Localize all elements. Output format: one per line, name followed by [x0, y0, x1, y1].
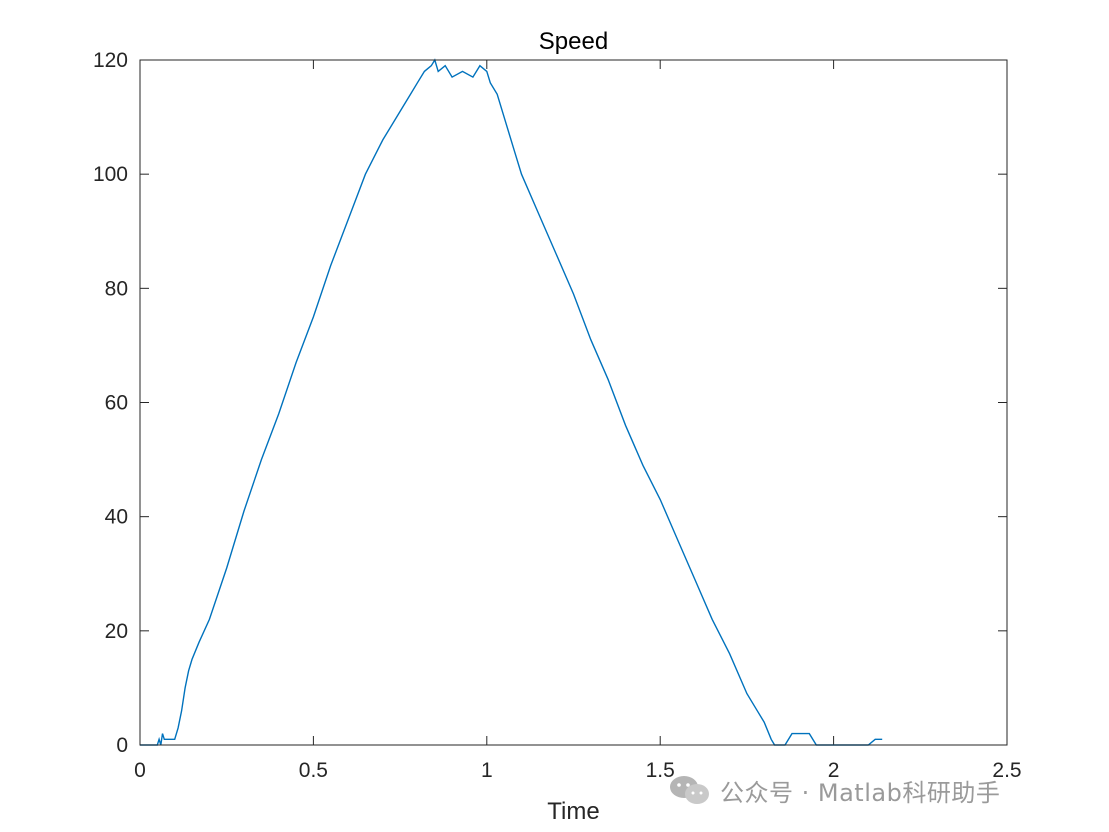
y-tick-label: 100 — [93, 163, 128, 186]
y-tick-label: 60 — [105, 392, 128, 415]
y-tick-label: 0 — [116, 734, 128, 757]
x-tick-label: 1.5 — [646, 759, 675, 782]
y-tick-label: 20 — [105, 620, 128, 643]
speed-series-line — [140, 58, 883, 746]
plot-frame — [139, 59, 1008, 746]
plot-area — [140, 60, 1007, 745]
x-axis-label: Time — [547, 798, 599, 825]
axis-tick-labels: 0 0.5 1 1.5 2 2.5 0 20 40 60 80 100 120 — [93, 49, 1022, 782]
watermark-text: 公众号 · Matlab科研助手 — [720, 778, 1001, 807]
y-tick-label: 80 — [105, 277, 128, 300]
x-tick-label: 0 — [134, 759, 146, 782]
x-tick-label: 2.5 — [992, 759, 1021, 782]
chart-title: Speed — [539, 28, 608, 55]
y-tick-label: 120 — [93, 49, 128, 72]
x-tick-label: 1 — [481, 759, 493, 782]
watermark: 公众号 · Matlab科研助手 — [668, 770, 1000, 810]
y-tick-label: 40 — [105, 506, 128, 529]
x-tick-label: 0.5 — [299, 759, 328, 782]
x-tick-label: 2 — [828, 759, 840, 782]
wechat-icon — [670, 776, 709, 804]
